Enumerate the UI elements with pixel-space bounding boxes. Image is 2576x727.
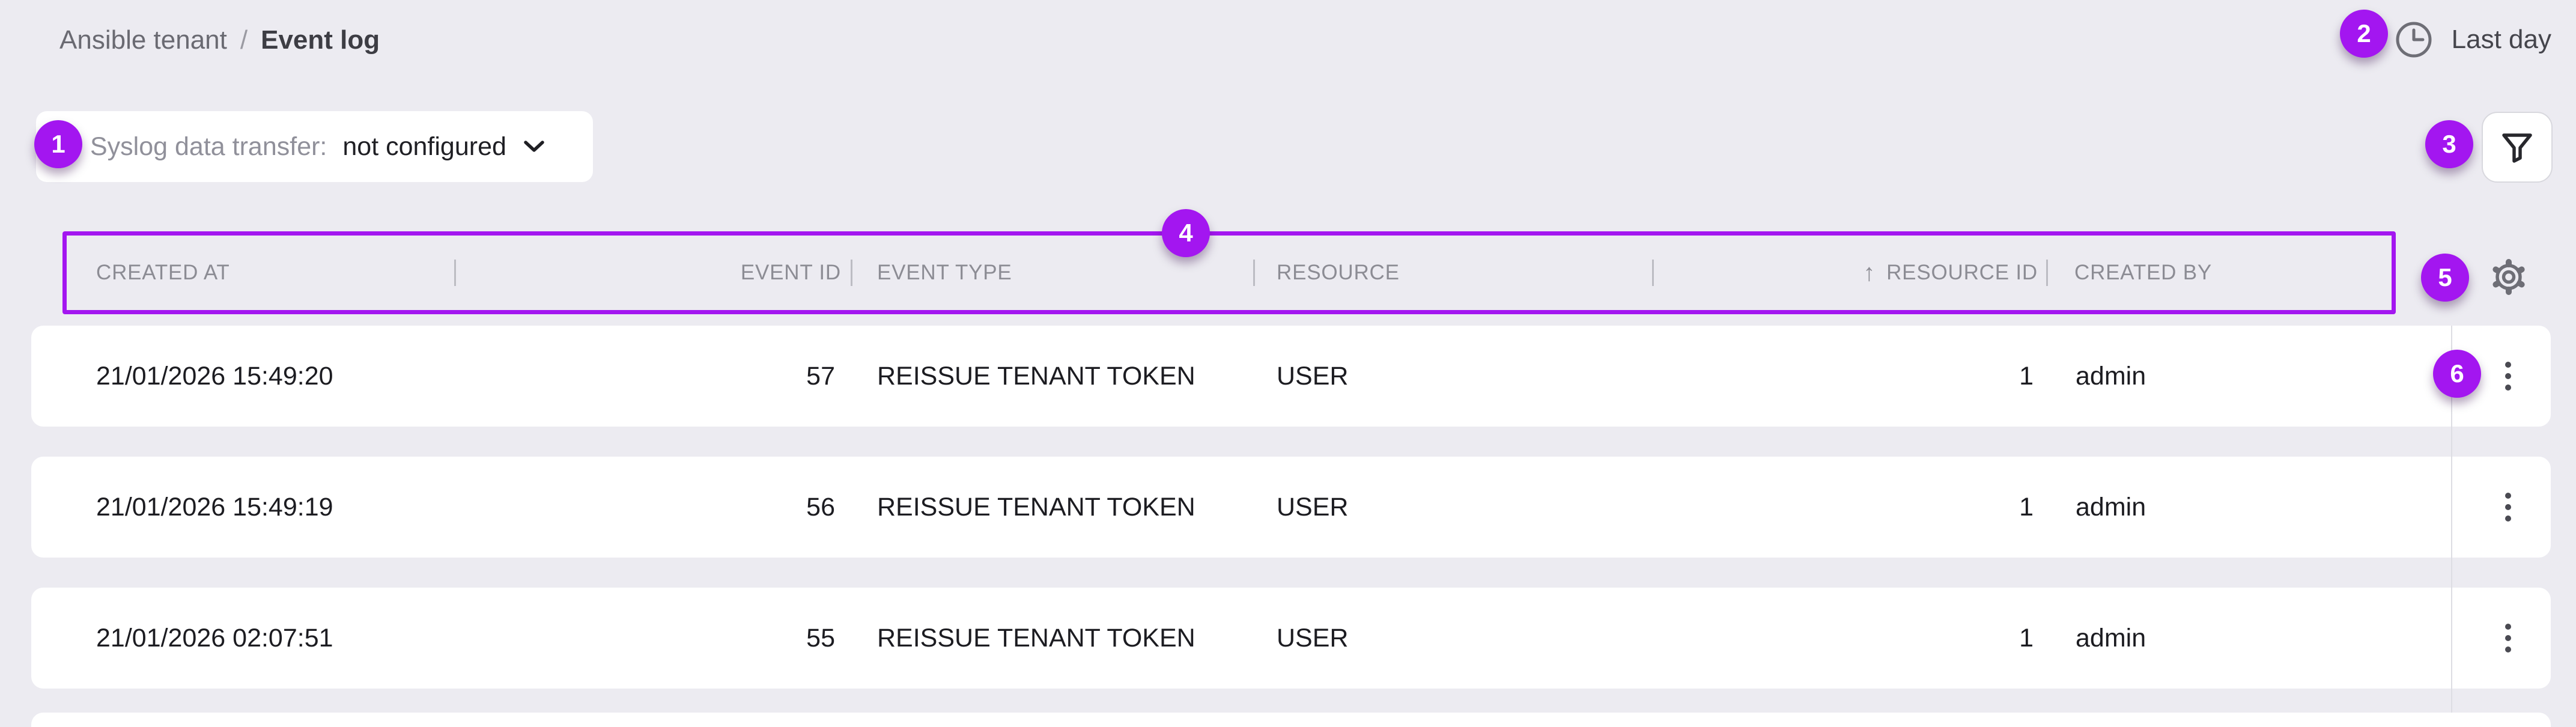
cell-event-type: REISSUE TENANT TOKEN (877, 492, 1195, 522)
row-actions-button[interactable] (2487, 588, 2529, 689)
column-header-created-by[interactable]: CREATED BY (2074, 261, 2213, 284)
row-actions-button[interactable] (2487, 326, 2529, 427)
cell-event-id: 55 (806, 623, 835, 652)
column-separator (851, 260, 852, 286)
cell-created-at: 21/01/2026 15:49:20 (96, 361, 333, 391)
cell-created-by: admin (2076, 361, 2146, 391)
cell-event-id: 56 (806, 492, 835, 522)
column-header-created-at[interactable]: CREATED AT (96, 261, 230, 284)
annotation-marker-4: 4 (1162, 209, 1210, 257)
cell-resource-id: 1 (2019, 623, 2034, 652)
column-settings-button[interactable] (2489, 257, 2529, 297)
annotation-marker-5: 5 (2421, 254, 2469, 302)
time-range-label: Last day (2451, 25, 2551, 54)
cell-resource: USER (1277, 492, 1349, 522)
column-separator (2046, 260, 2048, 286)
annotation-marker-2: 2 (2340, 10, 2388, 58)
table-row[interactable]: 21/01/2026 15:49:20 57 REISSUE TENANT TO… (31, 326, 2551, 427)
cell-event-id: 57 (806, 361, 835, 391)
syslog-value: not configured (342, 132, 506, 161)
column-header-resource[interactable]: RESOURCE (1277, 261, 1400, 284)
table-row-partial (31, 713, 2551, 727)
time-range-selector[interactable]: Last day (2395, 14, 2551, 65)
column-header-event-type[interactable]: EVENT TYPE (877, 261, 1012, 284)
syslog-data-transfer-dropdown[interactable]: Syslog data transfer: not configured (36, 111, 593, 182)
cell-created-at: 21/01/2026 02:07:51 (96, 623, 333, 652)
breadcrumb-parent-link[interactable]: Ansible tenant (59, 25, 227, 55)
kebab-menu-icon (2505, 362, 2511, 368)
gear-icon (2489, 257, 2529, 297)
syslog-label: Syslog data transfer: (90, 132, 327, 161)
clock-icon (2395, 21, 2432, 58)
breadcrumb-separator: / (240, 25, 248, 55)
cell-resource-id: 1 (2019, 361, 2034, 391)
column-header-resource-id[interactable]: ↑ RESOURCE ID (1863, 259, 2038, 286)
sort-ascending-icon: ↑ (1863, 259, 1876, 286)
cell-resource: USER (1277, 361, 1349, 391)
funnel-icon (2499, 129, 2535, 165)
column-separator (1253, 260, 1255, 286)
chevron-down-icon (521, 138, 547, 155)
page-title: Event log (261, 25, 380, 55)
column-header-event-id[interactable]: EVENT ID (740, 261, 841, 284)
cell-created-by: admin (2076, 623, 2146, 652)
breadcrumb: Ansible tenant / Event log (59, 24, 380, 56)
annotation-marker-1: 1 (34, 120, 82, 168)
kebab-menu-icon (2505, 493, 2511, 499)
column-separator (1652, 260, 1654, 286)
table-body: 21/01/2026 15:49:20 57 REISSUE TENANT TO… (31, 326, 2551, 716)
annotation-marker-6: 6 (2433, 350, 2481, 398)
cell-event-type: REISSUE TENANT TOKEN (877, 623, 1195, 652)
cell-event-type: REISSUE TENANT TOKEN (877, 361, 1195, 391)
table-row[interactable]: 21/01/2026 02:07:51 55 REISSUE TENANT TO… (31, 588, 2551, 689)
annotation-marker-3: 3 (2425, 120, 2473, 168)
table-row[interactable]: 21/01/2026 15:49:19 56 REISSUE TENANT TO… (31, 457, 2551, 558)
cell-created-at: 21/01/2026 15:49:19 (96, 492, 333, 522)
filter-button[interactable] (2482, 112, 2553, 183)
row-actions-button[interactable] (2487, 457, 2529, 558)
table-header: CREATED AT EVENT ID EVENT TYPE RESOURCE … (0, 231, 2576, 314)
cell-created-by: admin (2076, 492, 2146, 522)
column-separator (454, 260, 456, 286)
actions-column-divider (2451, 326, 2452, 716)
cell-resource-id: 1 (2019, 492, 2034, 522)
cell-resource: USER (1277, 623, 1349, 652)
kebab-menu-icon (2505, 624, 2511, 630)
